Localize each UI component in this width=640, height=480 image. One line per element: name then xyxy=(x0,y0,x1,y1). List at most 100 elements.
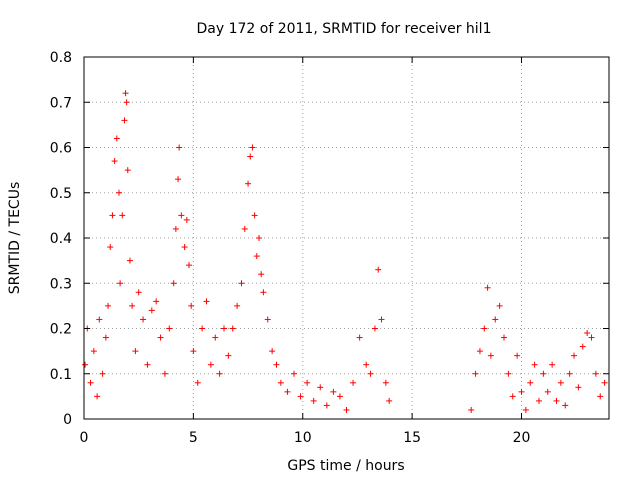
data-point xyxy=(375,266,382,273)
data-point xyxy=(117,280,124,287)
x-tick-label: 0 xyxy=(80,430,89,446)
data-point xyxy=(496,302,503,309)
y-tick-label: 0.5 xyxy=(50,186,72,202)
data-point xyxy=(148,307,155,314)
data-point xyxy=(553,397,560,404)
data-point xyxy=(481,325,488,332)
data-point xyxy=(343,406,350,413)
data-point xyxy=(258,271,265,278)
data-point xyxy=(172,225,179,232)
data-point xyxy=(536,397,542,404)
data-point xyxy=(557,379,564,386)
plot-frame xyxy=(83,56,610,420)
data-point xyxy=(113,135,120,142)
data-point xyxy=(140,316,147,323)
data-point xyxy=(367,370,374,377)
data-point xyxy=(251,212,258,219)
data-point xyxy=(597,393,604,400)
data-point xyxy=(297,393,304,400)
data-point xyxy=(102,334,109,341)
x-tick-label: 10 xyxy=(294,430,312,446)
data-point xyxy=(487,352,494,359)
data-point xyxy=(157,334,164,341)
data-point xyxy=(588,334,595,341)
y-tick-label: 0 xyxy=(63,412,72,428)
data-point xyxy=(161,370,168,377)
data-point xyxy=(170,280,177,287)
data-point xyxy=(317,384,324,391)
chart-title: Day 172 of 2011, SRMTID for receiver hil… xyxy=(197,21,492,37)
data-point xyxy=(277,379,284,386)
data-point xyxy=(256,235,262,241)
data-point xyxy=(584,330,591,337)
x-tick-label: 5 xyxy=(189,430,198,446)
data-point xyxy=(107,244,114,251)
data-point xyxy=(96,316,103,323)
data-point xyxy=(518,388,525,395)
y-axis-label: SRMTID / TECUs xyxy=(7,182,23,295)
data-point xyxy=(531,361,538,368)
data-point xyxy=(386,397,393,404)
data-point xyxy=(484,284,491,291)
data-point xyxy=(522,406,529,413)
data-point xyxy=(90,348,97,355)
grid xyxy=(84,57,609,419)
data-point xyxy=(153,298,160,305)
data-point xyxy=(382,379,389,386)
data-point xyxy=(116,189,122,196)
y-tick-label: 0.1 xyxy=(50,367,72,383)
data-point xyxy=(304,379,311,386)
y-tick-label: 0.6 xyxy=(50,141,72,157)
data-point xyxy=(249,144,256,151)
data-point xyxy=(216,370,223,377)
data-point xyxy=(601,379,608,386)
data-point xyxy=(527,379,534,386)
data-point xyxy=(310,397,317,404)
data-point xyxy=(363,361,370,368)
data-point xyxy=(225,352,232,359)
data-point xyxy=(188,302,195,309)
data-point xyxy=(178,212,185,219)
axis-ticks: 0 0.1 0.2 0.3 0.4 0.5 0.6 0.7 0.8 0 5 10 15 20 xyxy=(50,50,609,446)
data-point xyxy=(284,388,291,395)
data-point xyxy=(549,361,556,368)
data-point xyxy=(371,325,378,332)
data-point xyxy=(183,216,190,223)
data-point xyxy=(132,348,139,355)
data-point xyxy=(245,180,252,187)
data-point xyxy=(330,388,337,395)
data-point xyxy=(109,212,116,219)
data-point xyxy=(221,325,227,332)
data-point xyxy=(544,388,551,395)
data-point xyxy=(229,325,236,332)
data-point xyxy=(94,393,101,400)
data-point xyxy=(592,370,599,377)
data-point xyxy=(194,379,201,386)
data-point xyxy=(241,225,248,232)
data-point xyxy=(123,99,130,106)
data-point xyxy=(186,262,192,269)
data-point xyxy=(579,343,586,350)
data-point xyxy=(492,316,499,323)
data-point xyxy=(129,302,136,309)
data-point xyxy=(126,257,133,264)
x-axis-label: GPS time / hours xyxy=(287,458,404,474)
data-point xyxy=(468,406,475,413)
y-tick-label: 0.4 xyxy=(50,231,72,247)
data-point xyxy=(273,361,280,368)
data-point xyxy=(247,153,254,160)
data-point xyxy=(190,348,197,355)
data-point xyxy=(291,370,297,377)
y-tick-label: 0.2 xyxy=(50,322,72,338)
data-point xyxy=(501,334,507,341)
data-point xyxy=(566,370,573,377)
data-point xyxy=(82,361,89,368)
data-point xyxy=(540,370,547,377)
x-tick-label: 20 xyxy=(513,430,531,446)
data-point xyxy=(203,298,210,305)
data-point xyxy=(207,361,214,368)
data-point xyxy=(505,370,512,377)
data-point xyxy=(350,379,357,386)
data-points xyxy=(82,90,608,413)
